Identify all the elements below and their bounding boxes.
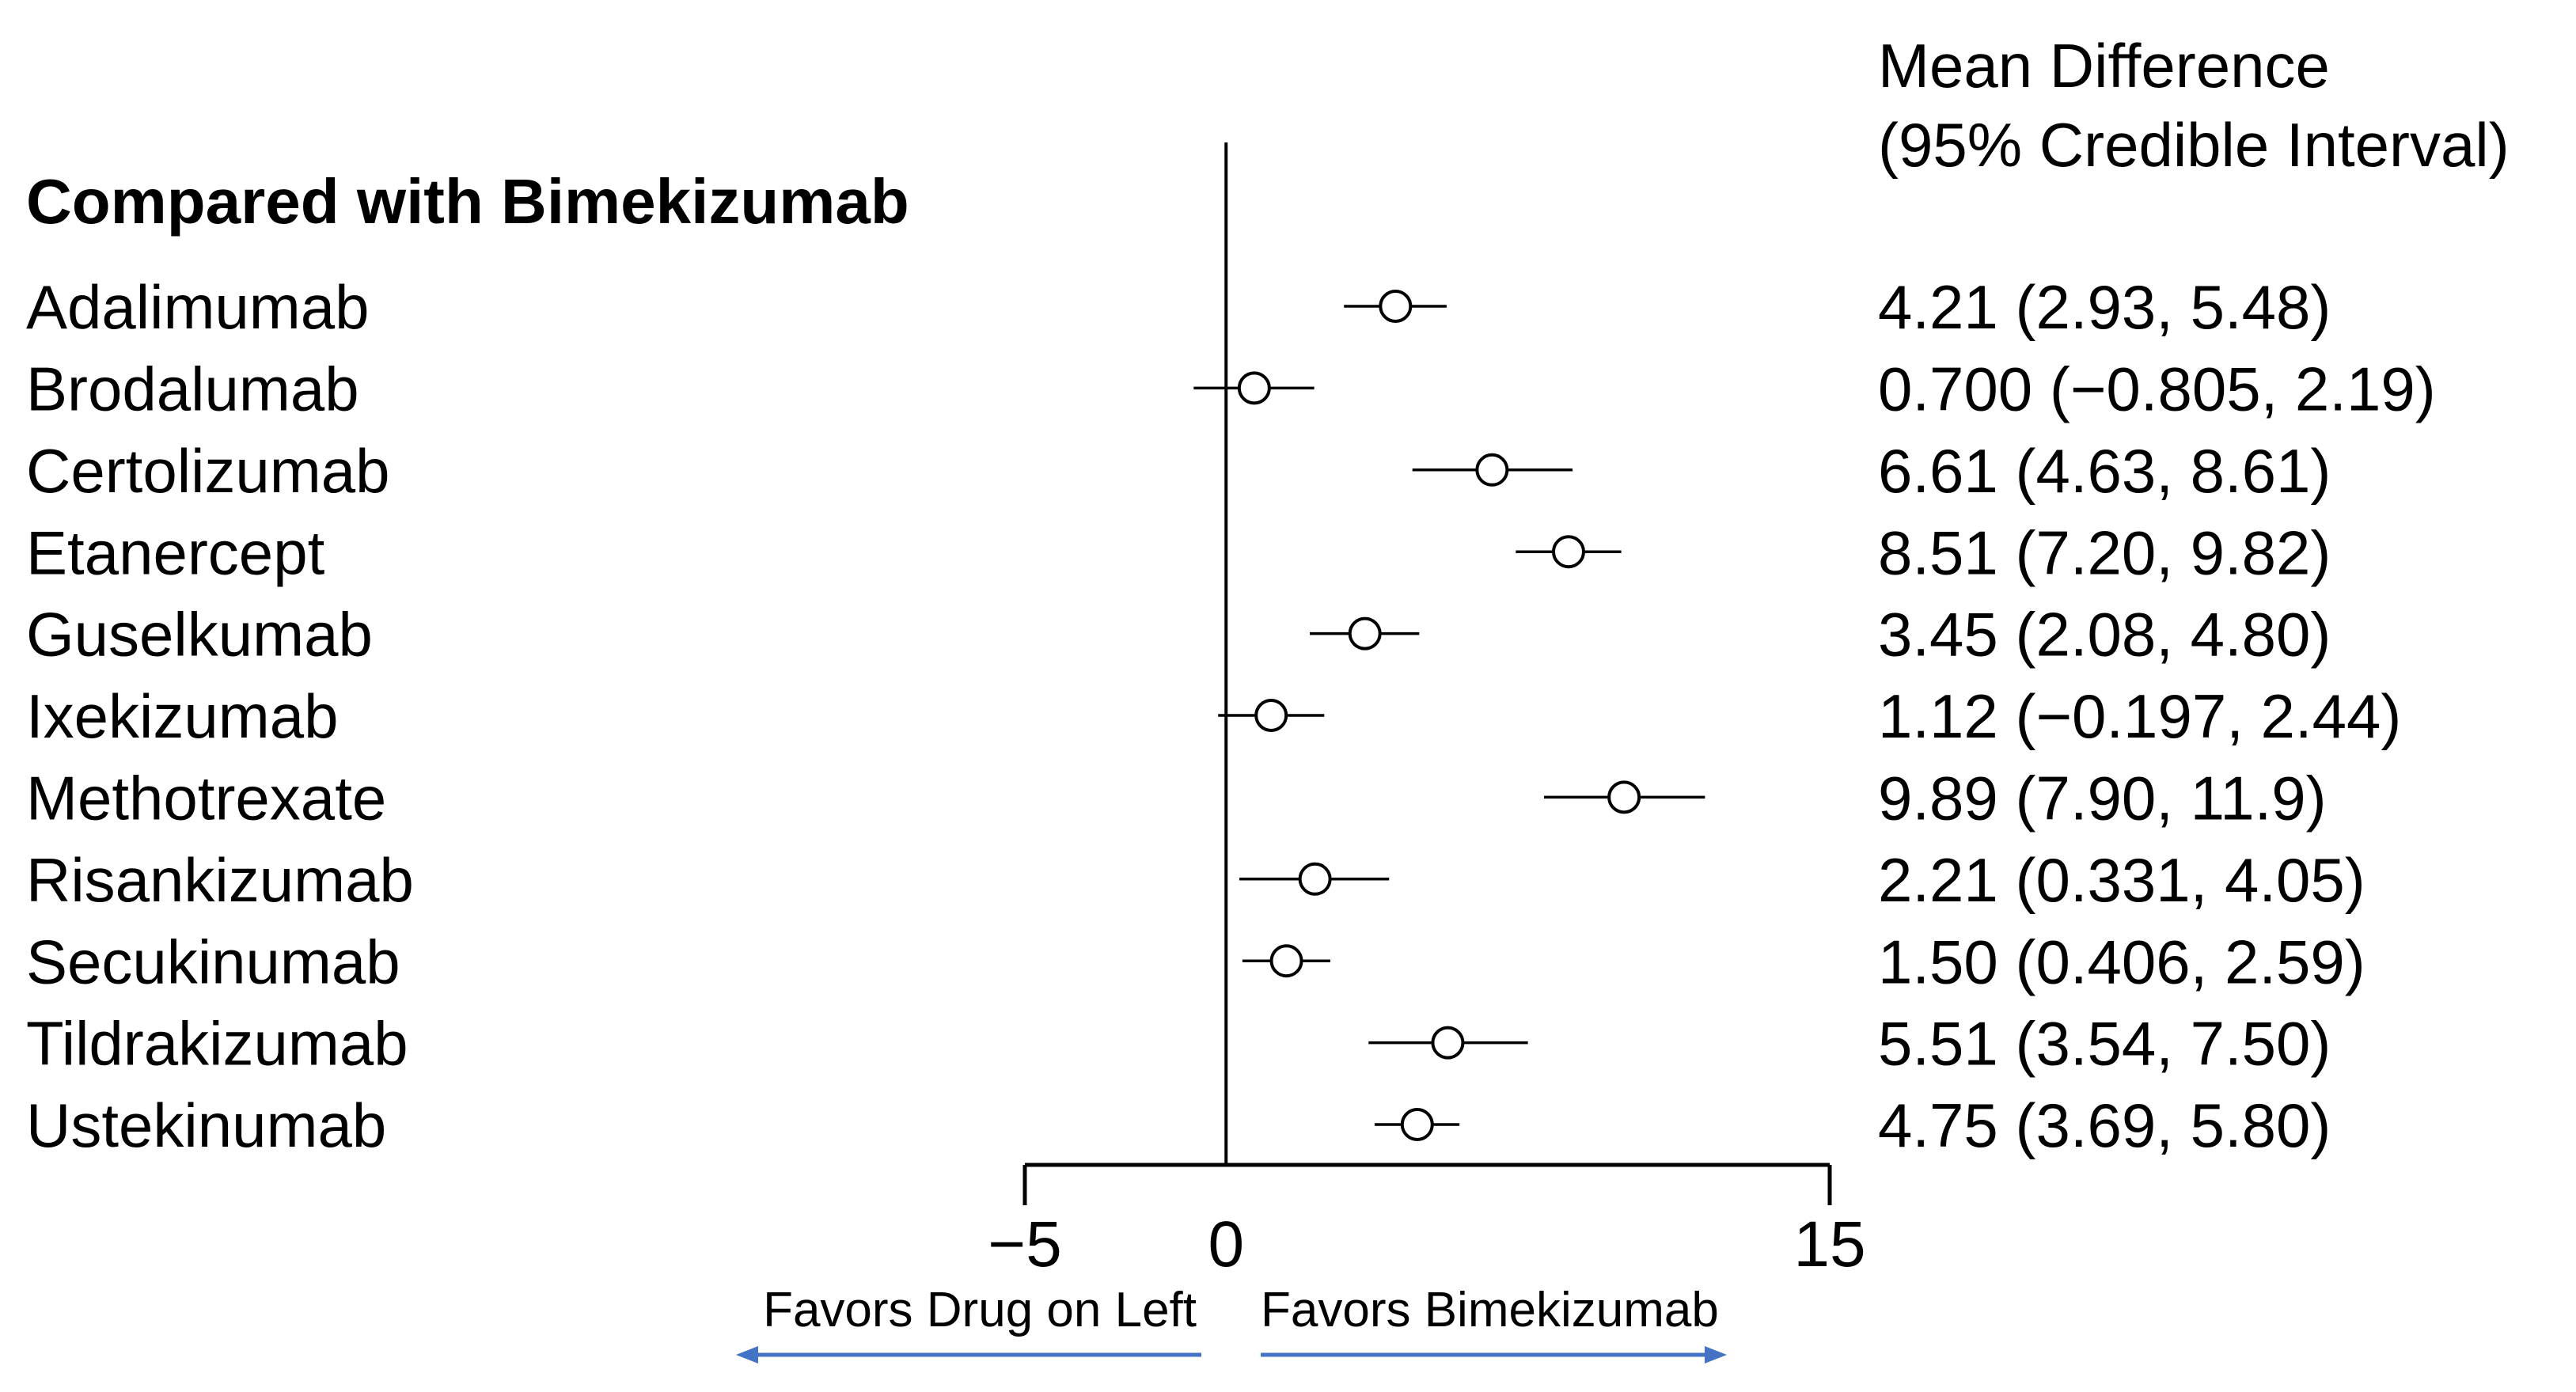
estimate-marker-secukinumab bbox=[1269, 944, 1303, 978]
row-label-risankizumab: Risankizumab bbox=[26, 845, 414, 915]
estimate-marker-brodalumab bbox=[1237, 371, 1271, 405]
estimate-marker-guselkumab bbox=[1348, 616, 1382, 650]
x-axis: −5 0 15 bbox=[988, 1163, 1866, 1280]
estimate-marker-methotrexate bbox=[1607, 780, 1641, 814]
column-header-line2: (95% Credible Interval) bbox=[1878, 110, 2510, 180]
estimate-marker-etanercept bbox=[1551, 535, 1585, 569]
interval-text-ustekinumab: 4.75 (3.69, 5.80) bbox=[1878, 1090, 2331, 1160]
x-tick-label: 0 bbox=[1208, 1208, 1244, 1280]
estimate-marker-risankizumab bbox=[1298, 862, 1332, 896]
interval-text-secukinumab: 1.50 (0.406, 2.59) bbox=[1878, 927, 2365, 996]
estimate-marker-tildrakizumab bbox=[1431, 1026, 1465, 1060]
direction-arrows bbox=[736, 1346, 1727, 1364]
favors-right-label: Favors Bimekizumab bbox=[1261, 1283, 1719, 1337]
row-label-brodalumab: Brodalumab bbox=[26, 354, 359, 423]
interval-text-adalimumab: 4.21 (2.93, 5.48) bbox=[1878, 272, 2331, 342]
left-arrow-head bbox=[736, 1346, 758, 1364]
x-tick-label: −5 bbox=[988, 1208, 1062, 1280]
interval-text-ixekizumab: 1.12 (−0.197, 2.44) bbox=[1878, 681, 2401, 751]
estimate-marker-adalimumab bbox=[1379, 290, 1413, 323]
plot-area bbox=[1193, 290, 1705, 1141]
row-label-ixekizumab: Ixekizumab bbox=[26, 681, 339, 751]
row-label-secukinumab: Secukinumab bbox=[26, 927, 400, 996]
row-label-tildrakizumab: Tildrakizumab bbox=[26, 1009, 408, 1079]
interval-text-methotrexate: 9.89 (7.90, 11.9) bbox=[1878, 763, 2327, 833]
section-heading: Compared with Bimekizumab bbox=[26, 166, 909, 237]
row-label-methotrexate: Methotrexate bbox=[26, 763, 386, 833]
estimate-marker-certolizumab bbox=[1475, 453, 1509, 487]
favors-left-label: Favors Drug on Left bbox=[763, 1283, 1197, 1337]
row-label-guselkumab: Guselkumab bbox=[26, 600, 373, 669]
row-label-certolizumab: Certolizumab bbox=[26, 436, 390, 506]
interval-text-brodalumab: 0.700 (−0.805, 2.19) bbox=[1878, 354, 2436, 423]
row-label-etanercept: Etanercept bbox=[26, 518, 325, 587]
estimate-marker-ustekinumab bbox=[1400, 1108, 1434, 1141]
interval-text-certolizumab: 6.61 (4.63, 8.61) bbox=[1878, 436, 2331, 506]
interval-texts: 4.21 (2.93, 5.48) 0.700 (−0.805, 2.19) 6.6… bbox=[1878, 272, 2436, 1160]
interval-text-tildrakizumab: 5.51 (3.54, 7.50) bbox=[1878, 1009, 2331, 1079]
interval-text-etanercept: 8.51 (7.20, 9.82) bbox=[1878, 518, 2331, 587]
interval-text-guselkumab: 3.45 (2.08, 4.80) bbox=[1878, 600, 2331, 669]
column-header-line1: Mean Difference bbox=[1878, 31, 2330, 101]
row-labels: Adalimumab Brodalumab Certolizumab Etanerce… bbox=[26, 272, 414, 1160]
right-arrow-head bbox=[1705, 1346, 1727, 1364]
estimate-marker-ixekizumab bbox=[1254, 699, 1288, 732]
row-label-adalimumab: Adalimumab bbox=[26, 272, 370, 342]
row-label-ustekinumab: Ustekinumab bbox=[26, 1090, 386, 1160]
interval-text-risankizumab: 2.21 (0.331, 4.05) bbox=[1878, 845, 2365, 915]
x-tick-label: 15 bbox=[1793, 1208, 1865, 1280]
